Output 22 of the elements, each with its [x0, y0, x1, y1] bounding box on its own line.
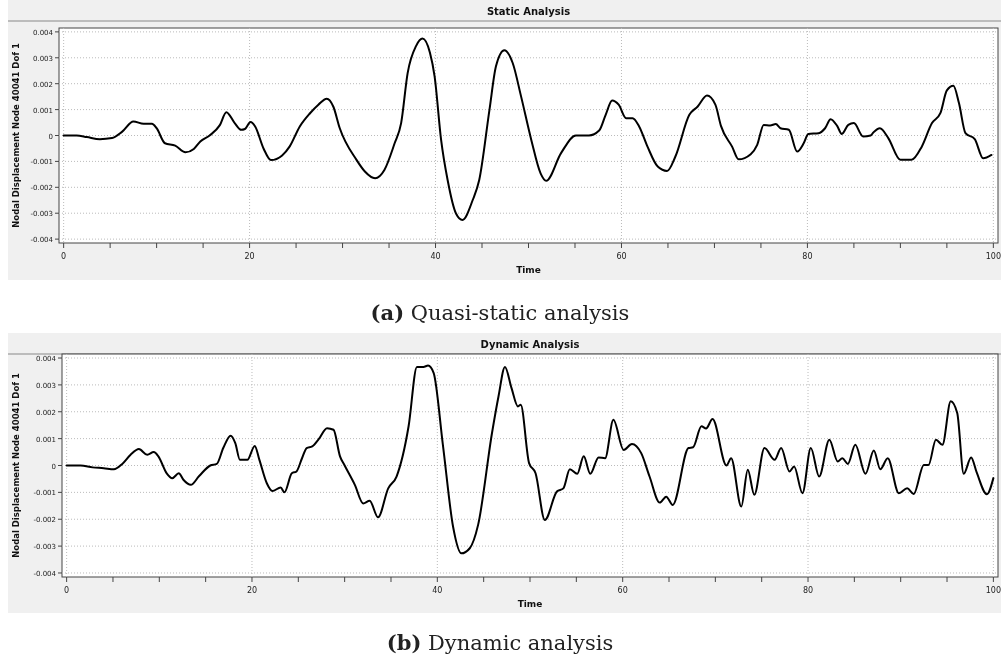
text: (a) Quasi-static analysis [370, 300, 630, 325]
chart-title: Static Analysis [486, 6, 571, 17]
x-axis-title: Time [517, 599, 543, 609]
x-tick-label: 40 [432, 586, 443, 595]
y-axis-title: Nodal Displacement Node 40041 Dof 1 [11, 373, 21, 558]
x-tick-label: 20 [244, 252, 255, 261]
x-tick-label: 40 [430, 252, 441, 261]
x-tick-label: 60 [616, 252, 627, 261]
y-axis-title: Nodal Displacement Node 40041 Dof 1 [11, 43, 21, 228]
x-tick-label: 100 [985, 252, 1001, 261]
x-tick-label: 80 [802, 252, 813, 261]
chart-title: Dynamic Analysis [480, 339, 580, 350]
line-series [65, 364, 995, 555]
x-tick-label: 60 [617, 586, 628, 595]
x-tick-label: 80 [802, 586, 814, 595]
x-axis-title: Time [516, 265, 541, 275]
x-tick-label: 100 [985, 586, 1001, 595]
x-tick-label: 20 [246, 586, 258, 595]
x-tick-label: 0 [61, 252, 67, 261]
text: (b) Dynamic analysis [386, 630, 614, 655]
x-tick-label: 0 [64, 586, 70, 595]
line-series [62, 37, 993, 221]
